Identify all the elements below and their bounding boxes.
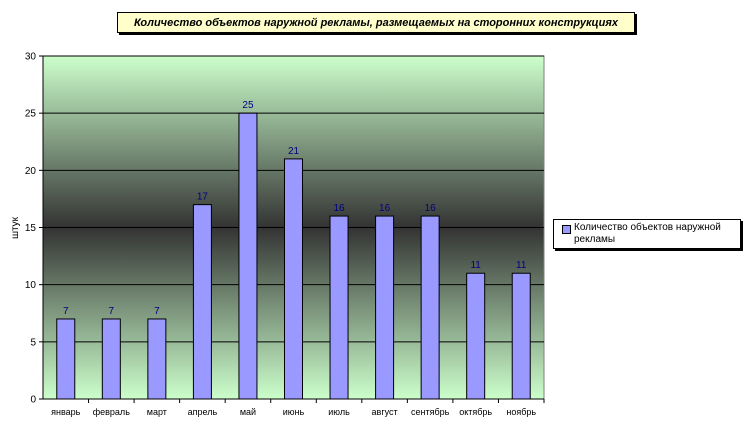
bar — [329, 215, 349, 400]
x-tick-label: июль — [328, 407, 350, 417]
data-label: 17 — [197, 192, 209, 203]
bar — [375, 215, 395, 400]
x-tick-label: апрель — [188, 407, 218, 417]
bar — [101, 318, 121, 400]
x-tick-label: октябрь — [459, 407, 492, 417]
bar — [511, 272, 531, 400]
bar — [420, 215, 440, 400]
data-label: 7 — [109, 306, 115, 317]
bar — [238, 112, 258, 400]
data-label: 16 — [333, 203, 345, 214]
tick-labels: 0 5 10 15 20 25 30 январь февраль март апрель май ию… — [25, 52, 537, 418]
data-label: 11 — [516, 260, 527, 271]
data-labels: 7 7 7 17 25 21 16 16 16 11 11 — [63, 100, 527, 317]
axes — [39, 55, 545, 403]
x-tick-label: январь — [51, 407, 81, 417]
chart-title-text: Количество объектов наружной рекламы, ра… — [134, 16, 618, 29]
data-label: 7 — [63, 306, 69, 317]
bar — [466, 272, 486, 400]
chart-title: Количество объектов наружной рекламы, ра… — [117, 12, 635, 33]
x-tick-label: ноябрь — [506, 407, 536, 417]
legend-swatch — [562, 225, 571, 234]
bar — [56, 318, 76, 400]
data-label: 11 — [470, 260, 481, 271]
bar — [147, 318, 167, 400]
x-tick-label: июнь — [283, 407, 305, 417]
x-tick-label: март — [147, 407, 167, 417]
data-label: 16 — [425, 203, 437, 214]
bar — [192, 204, 212, 400]
y-tick-label: 5 — [30, 337, 36, 348]
y-tick-label: 10 — [25, 280, 37, 291]
data-label: 21 — [288, 146, 300, 157]
y-tick-label: 25 — [25, 109, 37, 120]
x-tick-label: август — [372, 407, 398, 417]
data-label: 25 — [242, 100, 254, 111]
data-label: 16 — [379, 203, 391, 214]
x-tick-label: май — [240, 407, 256, 417]
y-axis-label: штук — [10, 216, 21, 239]
legend-label: Количество объектов наружной рекламы — [574, 222, 721, 245]
data-label: 7 — [154, 306, 160, 317]
bar — [284, 158, 303, 400]
x-tick-label: февраль — [93, 407, 130, 417]
y-tick-label: 20 — [25, 166, 37, 177]
y-tick-label: 0 — [30, 395, 36, 406]
x-tick-label: сентябрь — [411, 407, 450, 417]
y-tick-label: 30 — [25, 52, 37, 63]
legend: Количество объектов наружной рекламы — [553, 219, 741, 249]
y-tick-label: 15 — [25, 223, 37, 234]
